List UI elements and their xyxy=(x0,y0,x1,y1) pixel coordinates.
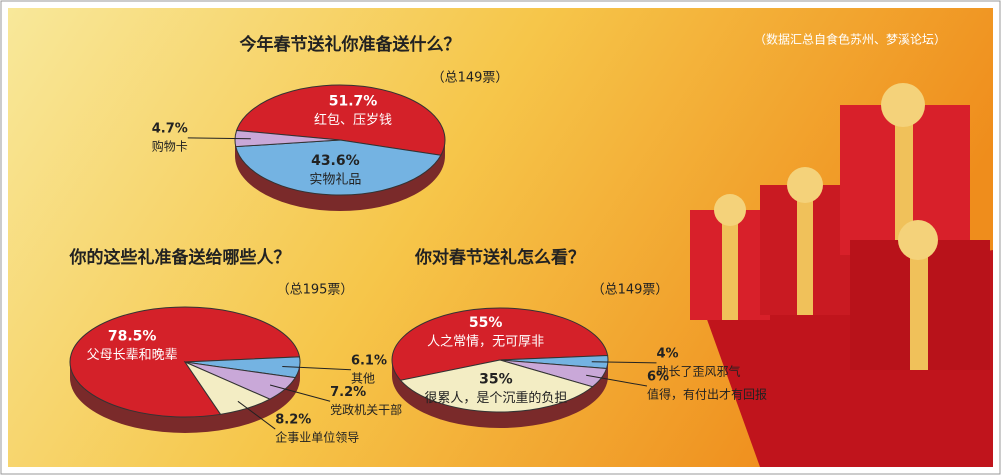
category-label: 红包、压岁钱 xyxy=(314,112,392,128)
value-label: 6.1% xyxy=(351,353,387,368)
page: （数据汇总自食色苏州、梦溪论坛） 今年春节送礼你准备送什么？ （总149票） 51.… xyxy=(0,0,1001,475)
source-note: （数据汇总自食色苏州、梦溪论坛） xyxy=(754,32,946,47)
category-label: 购物卡 xyxy=(152,138,188,153)
category-label: 人之常情，无可厚非 xyxy=(427,335,544,350)
chart-subtitle: （总149票） xyxy=(432,71,509,86)
value-label: 55% xyxy=(469,315,503,331)
category-label: 父母长辈和晚辈 xyxy=(87,348,178,363)
value-label: 35% xyxy=(479,372,513,388)
infographic: （数据汇总自食色苏州、梦溪论坛） 今年春节送礼你准备送什么？ （总149票） 51.… xyxy=(0,0,1001,475)
category-label: 其他 xyxy=(351,371,375,385)
category-label: 党政机关干部 xyxy=(330,402,402,417)
chart-title: 你的这些礼准备送给哪些人？ xyxy=(69,247,291,268)
chart-subtitle: （总149票） xyxy=(592,283,669,298)
chart-subtitle: （总195票） xyxy=(277,283,354,298)
chart-title: 你对春节送礼怎么看？ xyxy=(414,247,585,268)
category-label: 企事业单位领导 xyxy=(275,430,359,445)
category-label: 实物礼品 xyxy=(309,172,361,188)
category-label: 很累人，是个沉重的负担 xyxy=(424,390,567,406)
chart-title: 今年春节送礼你准备送什么？ xyxy=(240,34,461,55)
value-label: 4.7% xyxy=(152,121,188,136)
value-label: 6% xyxy=(647,370,669,385)
category-label: 助长了歪风邪气 xyxy=(656,363,740,378)
value-label: 4% xyxy=(656,346,678,361)
value-label: 8.2% xyxy=(275,413,311,428)
value-label: 51.7% xyxy=(329,94,378,110)
category-label: 值得，有付出才有回报 xyxy=(647,387,767,402)
value-label: 7.2% xyxy=(330,385,366,400)
value-label: 78.5% xyxy=(108,328,157,344)
value-label: 43.6% xyxy=(311,153,360,169)
